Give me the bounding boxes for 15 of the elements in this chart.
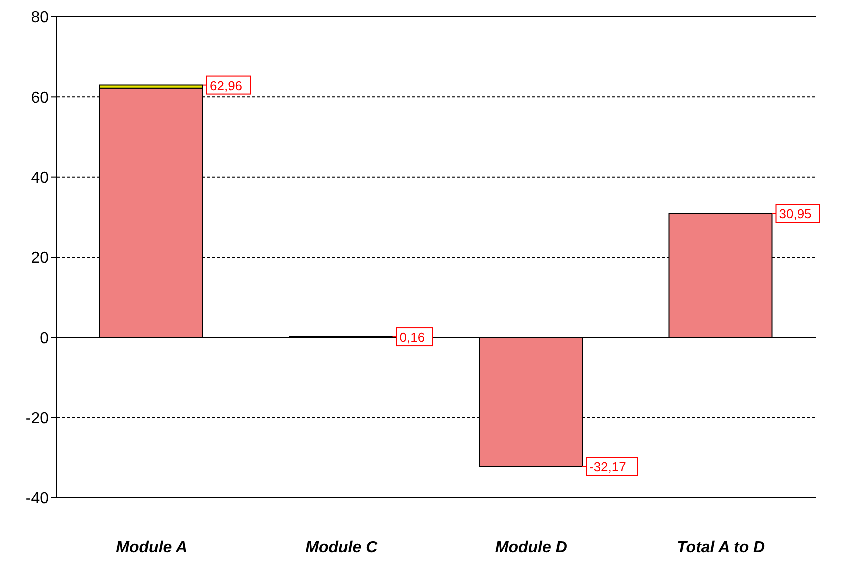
y-tick-label: 0 [40, 330, 50, 348]
x-tick-label: Total A to D [677, 539, 766, 556]
y-tick-label: -40 [26, 490, 50, 508]
x-tick-label: Module C [306, 539, 378, 556]
x-tick-label: Module D [495, 539, 568, 556]
y-tick-label: 40 [31, 170, 50, 188]
x-tick-label: Module A [116, 539, 188, 556]
total-label: 0,16 [400, 330, 426, 346]
total-label: 62,96 [210, 78, 243, 94]
y-tick-label: -20 [26, 410, 50, 428]
total-label: 30,95 [779, 206, 812, 222]
y-tick-label: 80 [31, 10, 50, 27]
y-tick-label: 60 [31, 90, 50, 107]
y-tick-label: 20 [31, 250, 50, 268]
total-label: -32,17 [590, 460, 626, 475]
